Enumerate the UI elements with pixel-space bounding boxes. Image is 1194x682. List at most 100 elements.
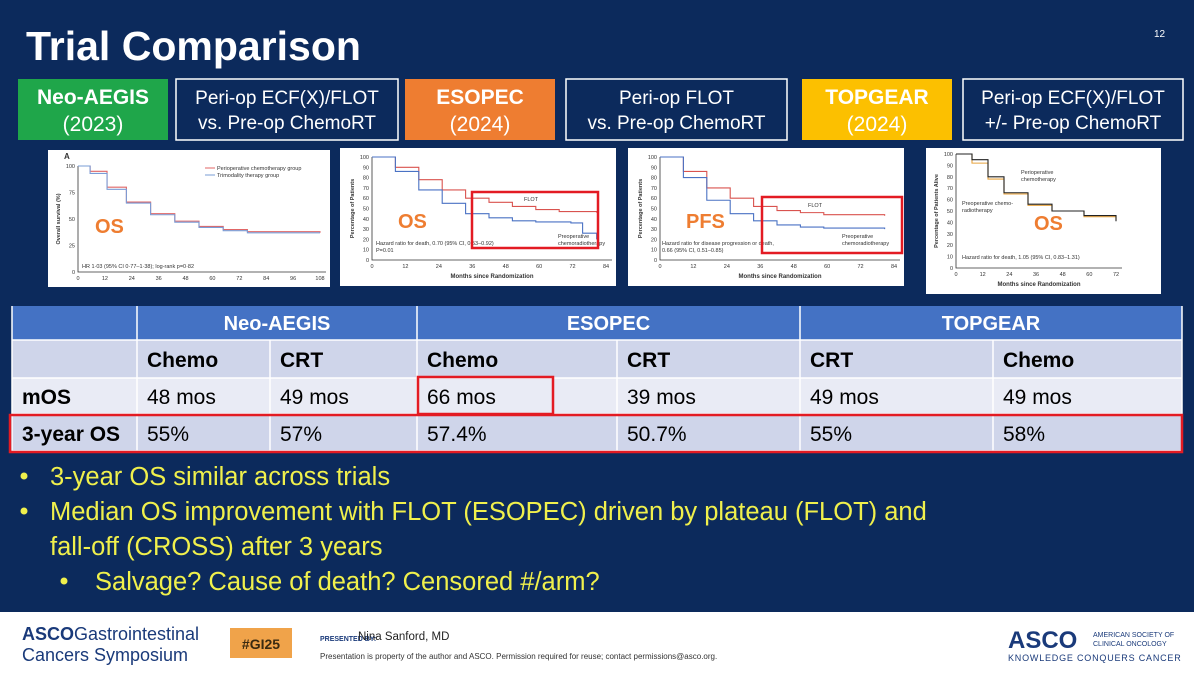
km-note: HR 1·03 (95% CI 0·77–1·38); log-rank p=0…: [82, 264, 194, 270]
table-group-header: Neo-AEGIS: [224, 313, 331, 335]
table-cell: 49 mos: [280, 386, 349, 409]
km-image: [628, 148, 904, 286]
bullet-text: Salvage? Cause of death? Censored #/arm?: [95, 568, 600, 596]
table-subheader: CRT: [627, 349, 670, 372]
km-endpoint-label: OS: [95, 216, 124, 238]
km-xtick: 24: [436, 264, 442, 270]
km-xtick: 48: [1060, 272, 1066, 278]
table-cell: 58%: [1003, 423, 1045, 446]
table-cell: 57.4%: [427, 423, 487, 446]
km-ytick: 0: [72, 270, 75, 276]
km-xtick: 12: [980, 272, 986, 278]
highlight-box: [760, 195, 904, 255]
km-ylabel: Overall survival (%): [56, 193, 62, 244]
km-ytick: 100: [944, 152, 953, 158]
bullet-marker: [60, 577, 68, 585]
table-cell: 55%: [147, 423, 189, 446]
table-header-row: [12, 306, 1182, 340]
km-xtick: 0: [76, 276, 79, 282]
km-ylabel: Percentage of Patients: [638, 179, 644, 238]
km-curve: [956, 153, 1117, 222]
table-cell: 49 mos: [1003, 386, 1072, 409]
km-ylabel: Percentage of Patients Alive: [934, 174, 940, 248]
km-ytick: 25: [69, 244, 75, 250]
table-subheader: Chemo: [147, 349, 218, 372]
symposium-name: Gastrointestinal: [74, 624, 199, 644]
trial-design-box: [175, 78, 399, 141]
trial-design: vs. Pre-op ChemoRT: [587, 113, 765, 134]
km-image: [48, 150, 330, 287]
km-ytick: 50: [363, 207, 369, 213]
km-xlabel: Months since Randomization: [738, 274, 821, 280]
km-ytick: 0: [950, 266, 953, 272]
km-curve: [660, 156, 886, 216]
table-row-header: mOS: [22, 386, 71, 409]
km-xlabel: Months since Randomization: [450, 274, 533, 280]
km-xtick: 24: [724, 264, 730, 270]
km-curve-label: Preoperative: [558, 234, 589, 240]
km-xtick: 60: [209, 276, 215, 282]
km-ytick: 60: [947, 198, 953, 204]
km-note: Hazard ratio for death, 0.70 (95% CI, 0.…: [376, 241, 494, 247]
km-xtick: 12: [102, 276, 108, 282]
km-xtick: 36: [757, 264, 763, 270]
km-xtick: 60: [536, 264, 542, 270]
km-ytick: 40: [363, 217, 369, 223]
trial-year: (2024): [450, 113, 511, 136]
table-subheader: Chemo: [1003, 349, 1074, 372]
tagline: KNOWLEDGE CONQUERS CANCER: [1008, 653, 1182, 663]
km-xtick: 48: [182, 276, 188, 282]
km-ytick: 70: [363, 186, 369, 192]
km-ytick: 70: [651, 186, 657, 192]
km-xtick: 72: [1113, 272, 1119, 278]
trial-year: (2024): [847, 113, 908, 136]
table-cell: 57%: [280, 423, 322, 446]
km-curve-label: radiotherapy: [962, 208, 993, 214]
km-note: P=0.01: [376, 248, 394, 254]
km-curve: [372, 156, 598, 213]
trial-design-box: [565, 78, 788, 141]
km-xtick: 24: [1006, 272, 1012, 278]
km-ytick: 50: [947, 209, 953, 215]
table-cell: 49 mos: [810, 386, 879, 409]
trial-name: TOPGEAR: [825, 86, 928, 109]
km-curve-label: Preoperative: [842, 234, 873, 240]
trial-year: (2023): [63, 113, 124, 136]
km-ytick: 100: [360, 155, 369, 161]
km-ytick: 90: [363, 165, 369, 171]
society-name: AMERICAN SOCIETY OF: [1093, 632, 1174, 639]
km-note: 0.66 (95% CI, 0.51–0.85): [662, 248, 724, 254]
table-row: [12, 340, 1182, 378]
km-ytick: 90: [947, 163, 953, 169]
trial-badge: [802, 79, 952, 140]
km-ytick: 20: [363, 237, 369, 243]
bullet-marker: [20, 507, 28, 515]
km-xtick: 24: [129, 276, 135, 282]
hashtag: #GI25: [242, 636, 280, 652]
symposium-name: Cancers Symposium: [22, 645, 188, 665]
table-row-header: 3-year OS: [22, 423, 120, 446]
table-cell: 39 mos: [627, 386, 696, 409]
km-endpoint-label: OS: [1034, 213, 1063, 235]
km-axes: [659, 157, 900, 261]
trial-badge: [405, 79, 555, 140]
bullet-marker: [20, 472, 28, 480]
km-xtick: 36: [469, 264, 475, 270]
trial-design: Peri-op ECF(X)/FLOT: [981, 88, 1165, 109]
km-ytick: 80: [363, 176, 369, 182]
km-xtick: 84: [603, 264, 609, 270]
km-curve: [78, 165, 320, 234]
km-xtick: 72: [236, 276, 242, 282]
trial-design: +/- Pre-op ChemoRT: [985, 113, 1162, 134]
table-cell: 66 mos: [427, 386, 496, 409]
km-ytick: 30: [651, 227, 657, 233]
km-ylabel: Percentage of Patients: [350, 179, 356, 238]
km-xtick: 108: [315, 276, 324, 282]
km-xtick: 96: [290, 276, 296, 282]
table-group-header: ESOPEC: [567, 313, 650, 335]
table-row: [12, 414, 1182, 451]
km-ytick: 20: [651, 237, 657, 243]
km-ytick: 30: [947, 232, 953, 238]
